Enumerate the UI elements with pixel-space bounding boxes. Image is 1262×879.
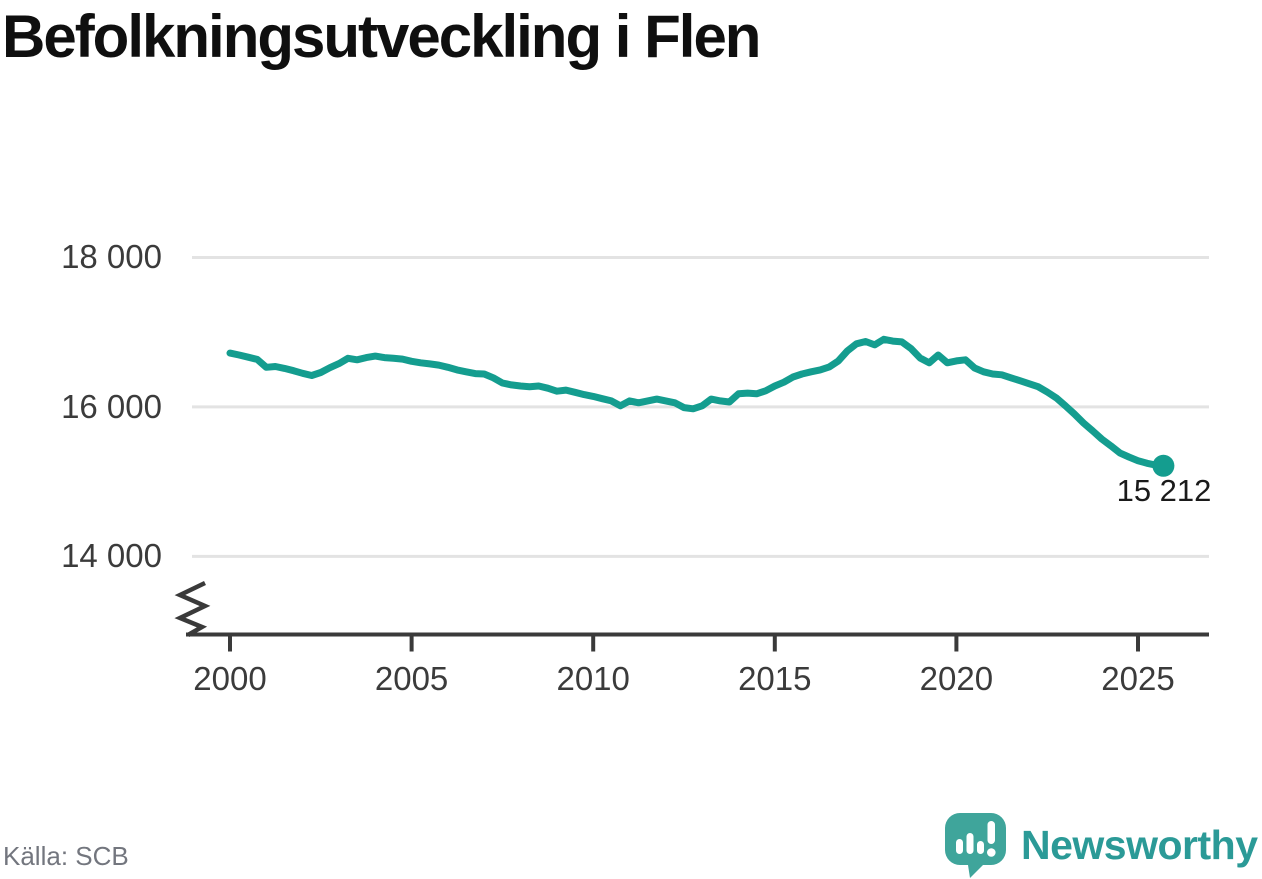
- x-tick-label: 2010: [556, 660, 630, 697]
- y-tick-label: 18 000: [61, 238, 162, 276]
- series-endpoint-dot: [1152, 454, 1175, 477]
- x-tick-label: 2015: [738, 660, 812, 697]
- population-line-series: [226, 335, 1167, 470]
- x-tick-label: 2025: [1101, 660, 1175, 697]
- page-title: Befolkningsutveckling i Flen: [2, 3, 761, 70]
- newsworthy-logo: Newsworthy: [944, 812, 1258, 878]
- x-tick-label: 2020: [919, 660, 994, 697]
- y-tick-label: 16 000: [61, 387, 162, 425]
- x-tick-label: 2000: [193, 660, 267, 697]
- y-tick-label: 14 000: [61, 537, 162, 575]
- x-tick-label: 2005: [374, 660, 449, 697]
- axis-break-icon: [174, 580, 211, 637]
- newsworthy-wordmark: Newsworthy: [1021, 821, 1258, 868]
- newsworthy-speech-bubble-bar-chart-icon: [945, 813, 1006, 878]
- source-caption: Källa: SCB: [3, 841, 129, 871]
- endpoint-value-label: 15 212: [1116, 473, 1212, 508]
- x-axis: [186, 632, 1209, 652]
